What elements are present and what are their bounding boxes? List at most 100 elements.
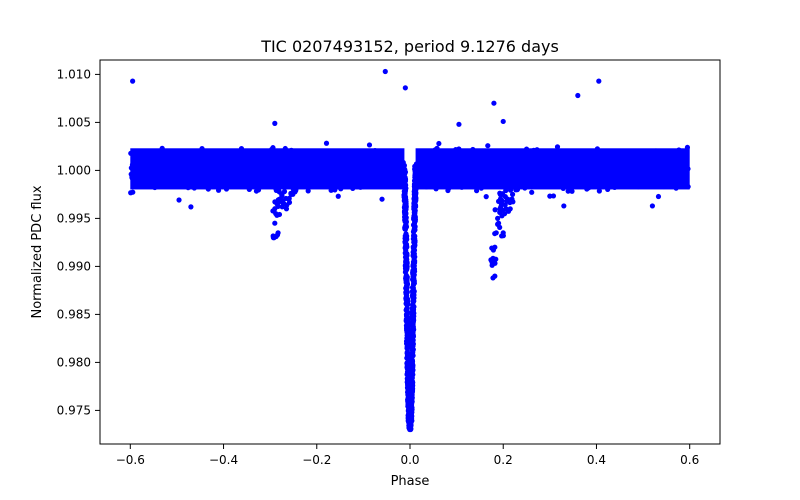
baseline-point bbox=[176, 197, 182, 203]
baseline-point bbox=[137, 176, 143, 182]
feature-point bbox=[492, 273, 498, 279]
eclipse-point bbox=[404, 311, 410, 317]
eclipse-point bbox=[409, 372, 415, 378]
feature-point bbox=[495, 215, 501, 221]
baseline-point bbox=[203, 166, 210, 172]
outlier-point bbox=[402, 85, 408, 91]
feature-point bbox=[503, 188, 509, 194]
baseline-point bbox=[329, 165, 335, 172]
baseline-point bbox=[673, 185, 679, 191]
baseline-point bbox=[246, 163, 252, 170]
baseline-point bbox=[145, 148, 151, 154]
baseline-point bbox=[333, 184, 339, 190]
baseline-point bbox=[151, 181, 158, 187]
baseline-point bbox=[678, 161, 684, 167]
feature-point bbox=[512, 177, 518, 183]
y-tick-label: 1.000 bbox=[57, 163, 91, 177]
baseline-point bbox=[675, 179, 681, 185]
outlier-point bbox=[561, 203, 567, 209]
baseline-point bbox=[639, 155, 646, 161]
baseline-point bbox=[562, 178, 568, 184]
eclipse-point bbox=[410, 346, 416, 353]
baseline-point bbox=[604, 151, 611, 157]
feature-point bbox=[495, 198, 502, 204]
baseline-point bbox=[496, 164, 502, 170]
baseline-point bbox=[545, 165, 551, 172]
baseline-point bbox=[338, 156, 344, 162]
baseline-point bbox=[440, 150, 446, 156]
baseline-point bbox=[305, 188, 311, 194]
feature-point bbox=[273, 182, 279, 188]
baseline-point bbox=[185, 162, 191, 168]
baseline-point bbox=[199, 145, 205, 152]
baseline-point bbox=[373, 158, 379, 164]
baseline-point bbox=[158, 167, 164, 173]
baseline-point bbox=[251, 169, 257, 176]
baseline-point bbox=[381, 160, 387, 166]
baseline-point bbox=[386, 174, 392, 180]
baseline-point bbox=[266, 164, 273, 170]
baseline-point bbox=[433, 186, 439, 192]
baseline-point bbox=[154, 168, 160, 174]
baseline-point bbox=[301, 178, 307, 185]
baseline-point bbox=[584, 186, 590, 192]
baseline-point bbox=[259, 168, 265, 174]
baseline-point bbox=[594, 146, 600, 152]
baseline-point bbox=[330, 161, 336, 167]
baseline-point bbox=[266, 180, 272, 186]
outlier-point bbox=[575, 92, 581, 99]
baseline-point bbox=[162, 159, 168, 165]
baseline-point bbox=[631, 168, 637, 174]
feature-point bbox=[286, 199, 293, 206]
baseline-point bbox=[238, 145, 245, 152]
baseline-point bbox=[179, 164, 185, 170]
baseline-point bbox=[200, 180, 207, 186]
baseline-point bbox=[240, 164, 246, 170]
baseline-point bbox=[553, 167, 559, 173]
baseline-point bbox=[356, 156, 362, 162]
baseline-point bbox=[323, 140, 330, 146]
baseline-point bbox=[586, 168, 592, 174]
eclipse-point bbox=[402, 181, 408, 187]
feature-point bbox=[275, 197, 281, 203]
baseline-point bbox=[653, 148, 659, 154]
eclipse-point bbox=[411, 204, 417, 210]
baseline-point bbox=[378, 180, 384, 186]
baseline-point bbox=[599, 168, 605, 174]
baseline-point bbox=[229, 165, 235, 172]
feature-point bbox=[279, 199, 285, 205]
baseline-point bbox=[640, 168, 646, 174]
baseline-point bbox=[651, 172, 657, 178]
baseline-point bbox=[541, 169, 547, 175]
baseline-point bbox=[567, 179, 573, 185]
feature-point bbox=[509, 191, 516, 197]
baseline-point bbox=[669, 175, 676, 182]
feature-point bbox=[499, 207, 505, 213]
feature-point bbox=[499, 233, 505, 239]
baseline-point bbox=[616, 166, 622, 172]
baseline-point bbox=[137, 161, 144, 167]
baseline-point bbox=[169, 167, 175, 173]
baseline-point bbox=[591, 152, 597, 159]
feature-point bbox=[274, 232, 281, 238]
baseline-point bbox=[432, 165, 439, 171]
eclipse-point bbox=[404, 289, 410, 295]
baseline-point bbox=[434, 145, 440, 151]
baseline-point bbox=[555, 179, 561, 186]
baseline-point bbox=[277, 156, 284, 162]
baseline-point bbox=[433, 154, 439, 160]
baseline-point bbox=[207, 163, 214, 169]
baseline-point bbox=[445, 153, 451, 159]
baseline-point bbox=[649, 156, 655, 162]
baseline-point bbox=[392, 167, 398, 173]
baseline-point bbox=[199, 159, 206, 165]
baseline-point bbox=[148, 181, 154, 187]
feature-point bbox=[283, 195, 289, 202]
baseline-point bbox=[300, 151, 306, 157]
baseline-point bbox=[673, 169, 679, 175]
baseline-point bbox=[495, 175, 501, 181]
baseline-point bbox=[465, 181, 471, 187]
baseline-point bbox=[460, 182, 466, 188]
baseline-point bbox=[320, 169, 326, 175]
